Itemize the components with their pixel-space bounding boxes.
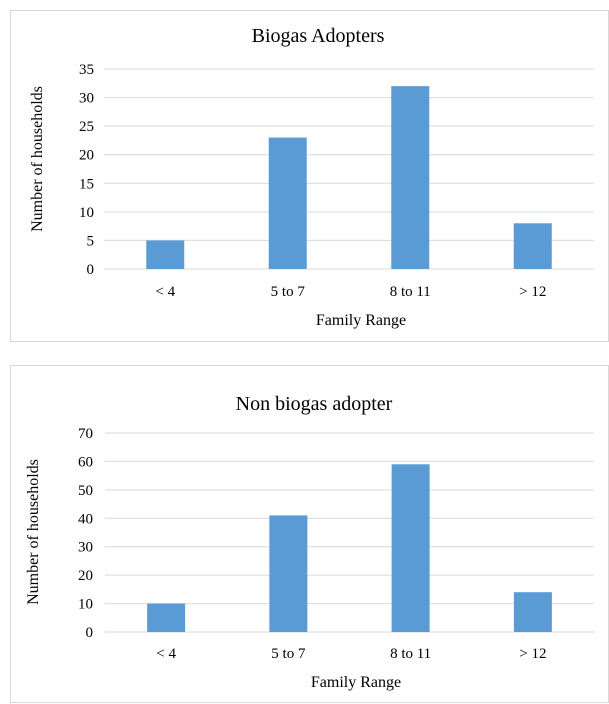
chart-non-biogas-adopter: Non biogas adopter Number of households … — [25, 393, 594, 691]
y-axis-label: Number of households — [25, 459, 42, 605]
y-tick-label: 5 — [87, 233, 95, 249]
bar — [147, 603, 186, 632]
bar — [268, 137, 307, 269]
y-tick-label: 40 — [78, 511, 93, 527]
y-tick-label: 20 — [79, 148, 94, 164]
x-tick-label: 8 to 11 — [390, 646, 431, 662]
chart-panel-non-biogas-adopter: Non biogas adopter Number of households … — [10, 365, 609, 703]
chart-biogas-adopters: Biogas Adopters Number of households Fam… — [29, 25, 594, 329]
bar — [513, 223, 552, 269]
y-tick-label: 15 — [79, 176, 94, 192]
x-tick-label: 5 to 7 — [271, 284, 306, 300]
y-tick-label: 10 — [78, 597, 93, 613]
plot-area: 0 10 20 30 40 50 60 70 < 4 5 to 7 8 to 11 > 12 — [78, 426, 594, 662]
chart-panel-biogas-adopters: Biogas Adopters Number of households Fam… — [10, 10, 609, 342]
y-tick-label: 25 — [79, 119, 94, 135]
y-tick-label: 60 — [78, 454, 93, 470]
y-tick-label: 30 — [78, 540, 93, 556]
bar — [391, 464, 430, 632]
y-tick-label: 0 — [87, 262, 95, 278]
x-tick-label: < 4 — [155, 284, 175, 300]
x-tick-label: > 12 — [519, 284, 546, 300]
chart-title: Biogas Adopters — [252, 25, 385, 47]
y-tick-label: 30 — [79, 91, 94, 107]
chart-title: Non biogas adopter — [236, 393, 393, 415]
x-tick-label: 8 to 11 — [390, 284, 431, 300]
bar — [513, 592, 552, 632]
x-tick-label: > 12 — [519, 646, 546, 662]
bar — [269, 515, 308, 632]
y-tick-label: 50 — [78, 483, 93, 499]
bar — [146, 240, 185, 269]
x-tick-label: < 4 — [156, 646, 176, 662]
plot-area: 0 5 10 15 20 25 30 35 < 4 5 to 7 8 to 11 > 12 — [79, 62, 594, 300]
x-axis-label: Family Range — [311, 674, 401, 691]
y-tick-label: 20 — [78, 568, 93, 584]
y-tick-label: 35 — [79, 62, 94, 78]
bar — [391, 86, 430, 270]
x-tick-label: 5 to 7 — [271, 646, 306, 662]
x-axis-label: Family Range — [316, 312, 406, 329]
y-axis-label: Number of households — [29, 86, 46, 232]
y-tick-label: 70 — [78, 426, 93, 442]
y-tick-label: 0 — [86, 625, 94, 641]
y-tick-label: 10 — [79, 205, 94, 221]
